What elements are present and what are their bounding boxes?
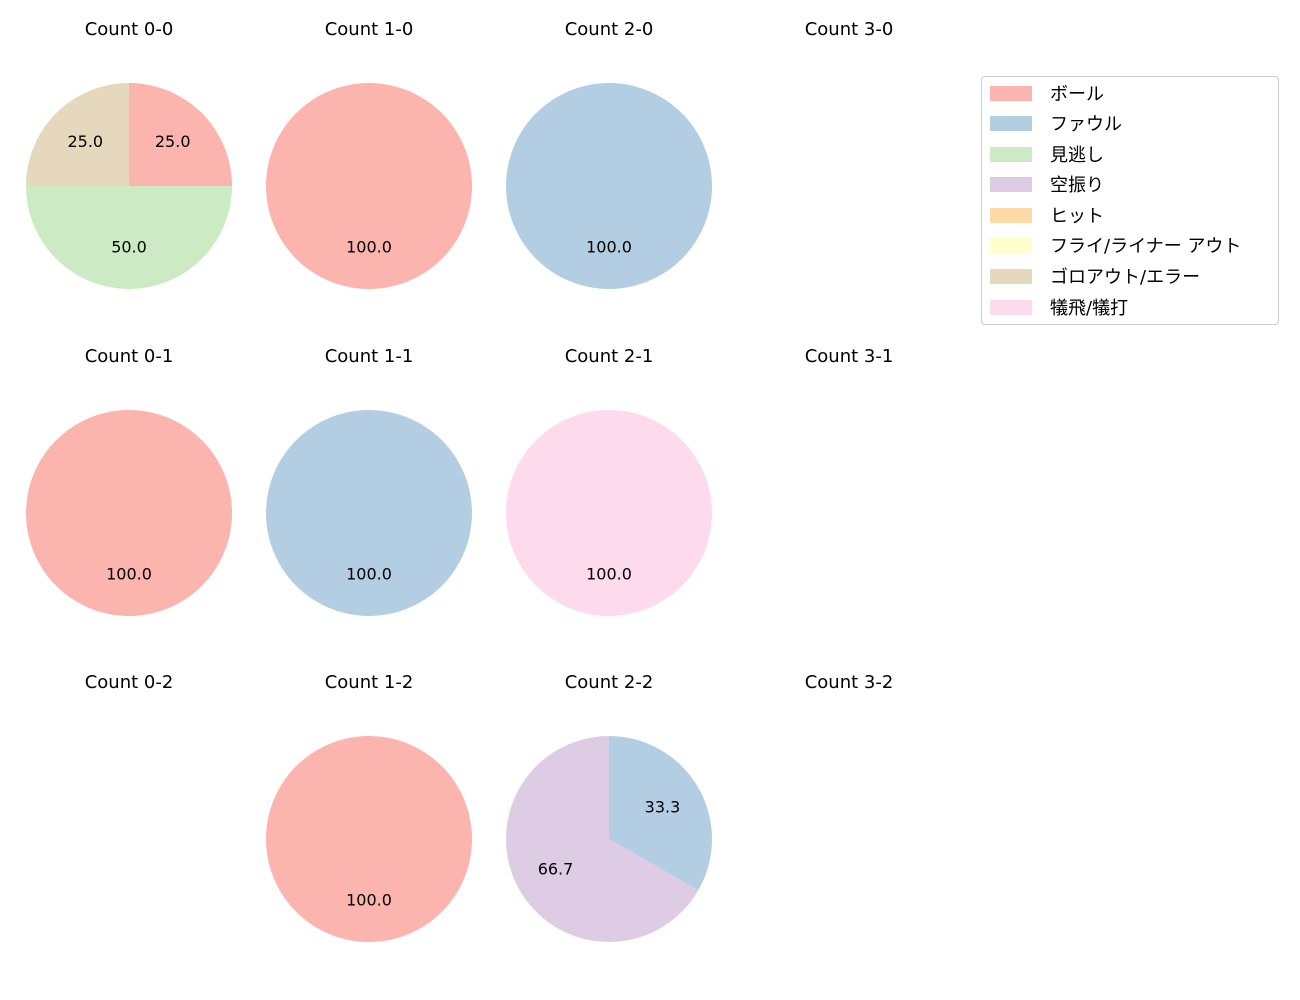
legend-swatch [990, 85, 1032, 101]
pie-slice [266, 83, 472, 289]
legend-swatch [990, 268, 1032, 284]
legend-swatch [990, 146, 1032, 162]
legend-swatch [990, 237, 1032, 253]
slice-percent-label: 100.0 [586, 237, 632, 256]
legend-item: ゴロアウト/エラー [990, 264, 1200, 288]
pie-slice [506, 410, 712, 616]
pie-slice [26, 410, 232, 616]
legend-label: フライ/ライナー アウト [1050, 236, 1242, 257]
subplot-title: Count 1-2 [325, 672, 414, 693]
pie-subplot: Count 3-2 [805, 672, 894, 693]
pie-slice [26, 186, 232, 289]
legend-swatch [990, 299, 1032, 315]
pie-subplot: Count 1-0 100.0 [266, 19, 472, 289]
pie-subplot: Count 2-2 33.3 66.7 [506, 672, 712, 943]
legend-swatch [990, 207, 1032, 223]
subplot-title: Count 2-1 [565, 346, 654, 367]
slice-percent-label: 100.0 [586, 564, 632, 583]
legend-label: 犠飛/犠打 [1050, 298, 1129, 319]
legend-item: ヒット [990, 203, 1104, 227]
subplot-title: Count 1-0 [325, 19, 414, 40]
pie-slice [266, 410, 472, 616]
legend-label: ヒット [1050, 206, 1104, 227]
chart-legend: ボール ファウル 見逃し 空振り ヒット フライ/ライナー アウト ゴロアウト/… [981, 76, 1279, 325]
legend-label: ボール [1050, 84, 1104, 105]
pie-slice [609, 736, 712, 891]
subplot-title: Count 2-2 [565, 672, 654, 693]
legend-label: 空振り [1050, 175, 1104, 196]
slice-percent-label: 33.3 [645, 798, 681, 817]
subplot-title: Count 3-2 [805, 672, 894, 693]
pie-subplot: Count 1-2 100.0 [266, 672, 472, 942]
subplot-title: Count 3-1 [805, 346, 894, 367]
slice-percent-label: 25.0 [67, 132, 103, 151]
subplot-title: Count 1-1 [325, 346, 414, 367]
pie-slice [506, 736, 699, 943]
legend-item: 空振り [990, 172, 1104, 196]
legend-item: フライ/ライナー アウト [990, 233, 1241, 257]
slice-percent-label: 100.0 [346, 564, 392, 583]
subplot-title: Count 2-0 [565, 19, 654, 40]
pie-subplot: Count 3-1 [805, 346, 894, 367]
slice-percent-label: 100.0 [106, 564, 152, 583]
pie-subplot: Count 2-0 100.0 [506, 19, 712, 289]
slice-percent-label: 25.0 [155, 132, 191, 151]
legend-item: ファウル [990, 111, 1122, 135]
slice-percent-label: 66.7 [538, 859, 574, 878]
pie-slice [266, 736, 472, 942]
pie-slice [26, 83, 129, 186]
legend-item: 見逃し [990, 142, 1104, 166]
pie-slice [129, 83, 232, 186]
pie-subplot: Count 2-1 100.0 [506, 346, 712, 616]
legend-label: ファウル [1050, 114, 1122, 135]
slice-percent-label: 100.0 [346, 237, 392, 256]
pie-subplot: Count 0-1 100.0 [26, 346, 232, 616]
legend-item: ボール [990, 81, 1104, 105]
pie-subplot: Count 0-0 25.0 50.0 25.0 [26, 19, 232, 289]
slice-percent-label: 50.0 [111, 237, 147, 256]
legend-swatch [990, 115, 1032, 131]
legend-label: 見逃し [1050, 145, 1104, 166]
pie-slice [506, 83, 712, 289]
pie-subplot: Count 3-0 [805, 19, 894, 40]
legend-swatch [990, 176, 1032, 192]
subplot-title: Count 0-0 [85, 19, 174, 40]
legend-label: ゴロアウト/エラー [1050, 267, 1201, 288]
subplot-title: Count 0-2 [85, 672, 174, 693]
subplot-title: Count 3-0 [805, 19, 894, 40]
subplot-title: Count 0-1 [85, 346, 174, 367]
pie-subplot: Count 0-2 [85, 672, 174, 693]
legend-item: 犠飛/犠打 [990, 295, 1128, 319]
pie-subplot: Count 1-1 100.0 [266, 346, 472, 616]
slice-percent-label: 100.0 [346, 890, 392, 909]
